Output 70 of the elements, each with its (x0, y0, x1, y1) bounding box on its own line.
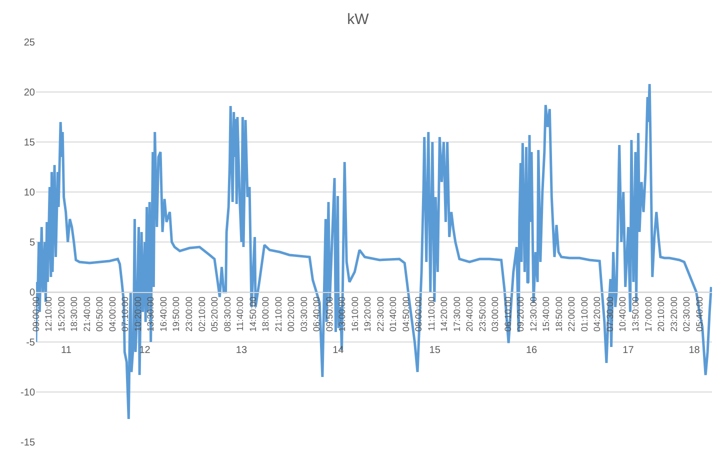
x-tick-label: 22:30:00 (375, 296, 386, 332)
x-tick-label: 23:50:00 (477, 296, 488, 332)
x-tick-label: 13:50:00 (630, 296, 641, 332)
x-tick-label: 16:40:00 (158, 296, 168, 332)
x-tick-label: 04:50:00 (400, 296, 411, 332)
x-tick-label: 18:50:00 (554, 296, 564, 332)
x-tick-label: 22:00:00 (566, 296, 577, 332)
x-tick-label: 01:10:00 (579, 296, 590, 332)
x-tick-label: 07:10:00 (120, 296, 130, 332)
x-tick-label: 21:10:00 (273, 296, 284, 332)
x2-tick-label: 14 (332, 345, 344, 356)
x-tick-label: 16:10:00 (350, 296, 360, 332)
y-tick-label: 5 (29, 238, 36, 248)
x-tick-label: 00:50:00 (94, 296, 105, 332)
x2-tick-label: 11 (61, 345, 72, 356)
x-tick-label: 07:30:00 (605, 296, 616, 332)
x-tick-label: 03:00:00 (490, 296, 500, 332)
x-tick-label: 15:40:00 (541, 296, 552, 332)
x-tick-label: 23:00:00 (184, 296, 194, 332)
x-tick-label: 12:30:00 (528, 296, 538, 332)
y-tick-label: -10 (20, 388, 36, 398)
x-tick-label: 06:40:00 (312, 296, 322, 332)
x-tick-label: 08:30:00 (222, 296, 232, 332)
x-tick-label: 23:20:00 (668, 296, 679, 332)
x-tick-label: 04:20:00 (592, 296, 602, 332)
x-tick-label: 20:10:00 (656, 296, 666, 332)
x-tick-label: 09:00:00 (30, 296, 41, 332)
x-tick-label: 05:40:00 (694, 296, 704, 332)
x2-tick-label: 13 (236, 345, 248, 356)
y-tick-label: 20 (24, 88, 36, 98)
x-tick-label: 11:10:00 (426, 296, 436, 331)
x2-tick-label: 17 (622, 345, 634, 356)
y-tick-label: 0 (29, 288, 36, 298)
y-tick-label: -5 (26, 338, 36, 348)
x-tick-label: 19:20:00 (362, 296, 373, 332)
x-tick-label: 17:00:00 (643, 296, 654, 332)
x-tick-label: 02:10:00 (196, 296, 207, 332)
x-tick-label: 00:20:00 (286, 296, 296, 332)
x-tick-label: 19:50:00 (171, 296, 182, 332)
x-tick-label: 13:00:00 (337, 296, 348, 332)
x-tick-label: 01:40:00 (388, 296, 398, 332)
x-tick-label: 17:30:00 (452, 296, 462, 332)
x-tick-label: 08:00:00 (414, 296, 424, 332)
x-tick-label: 10:20:00 (132, 296, 143, 332)
x-tick-label: 11:40:00 (235, 296, 246, 331)
y-tick-label: 25 (24, 38, 36, 48)
x-tick-label: 10:40:00 (618, 296, 628, 332)
x-tick-label: 14:20:00 (439, 296, 450, 332)
x-tick-label: 02:30:00 (682, 296, 692, 332)
x2-tick-label: 18 (688, 345, 700, 356)
x-tick-label: 09:50:00 (324, 296, 334, 332)
x-tick-label: 03:30:00 (298, 296, 309, 332)
x-tick-label: 06:10:00 (502, 296, 513, 332)
x-tick-label: 15:20:00 (56, 296, 66, 332)
x2-tick-label: 15 (429, 345, 441, 356)
x-tick-label: 12:10:00 (44, 296, 54, 332)
x2-tick-label: 16 (526, 345, 538, 356)
x-tick-label: 14:50:00 (248, 296, 258, 332)
y-tick-label: -15 (20, 438, 36, 448)
x-tick-label: 20:40:00 (464, 296, 475, 332)
y-tick-label: 10 (24, 188, 36, 198)
x-tick-label: 04:00:00 (107, 296, 118, 332)
chart-title: kW (347, 11, 370, 28)
x-tick-label: 18:30:00 (69, 296, 80, 332)
x-tick-label: 21:40:00 (82, 296, 92, 332)
x-tick-label: 09:20:00 (516, 296, 526, 332)
y-tick-label: 15 (24, 138, 36, 148)
x-tick-label: 05:20:00 (210, 296, 220, 332)
x-tick-label: 18:00:00 (260, 296, 271, 332)
x-tick-label: 13:30:00 (146, 296, 156, 332)
